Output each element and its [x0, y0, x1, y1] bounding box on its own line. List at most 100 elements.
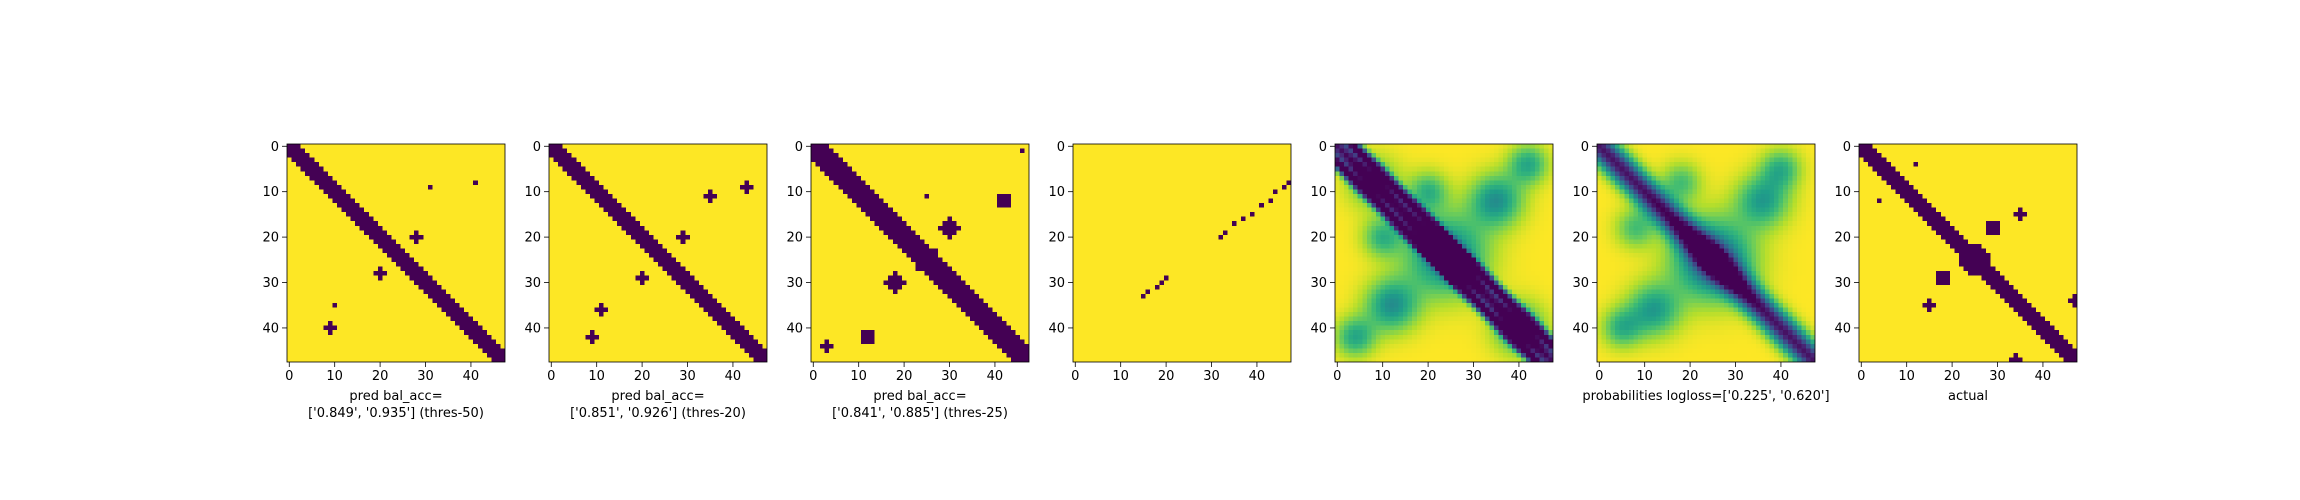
- heatmap-cell: [626, 253, 631, 258]
- heatmap-cell: [717, 293, 722, 299]
- heatmap-cell: [879, 171, 884, 176]
- heatmap-cell: [671, 339, 677, 344]
- heatmap-cell: [396, 193, 401, 199]
- heatmap-cell: [667, 343, 672, 349]
- heatmap-cell: [662, 153, 668, 158]
- heatmap-cell: [368, 193, 374, 199]
- heatmap-cell: [612, 348, 618, 353]
- heatmap-cell: [382, 325, 387, 331]
- heatmap-cell: [667, 271, 672, 276]
- heatmap-cell: [414, 221, 419, 226]
- heatmap-cell: [305, 193, 310, 199]
- heatmap-cell: [332, 280, 338, 285]
- heatmap-cell: [323, 148, 328, 154]
- heatmap-cell: [373, 312, 378, 317]
- heatmap-cell: [762, 207, 768, 213]
- heatmap-cell: [585, 284, 590, 290]
- heatmap-cell: [667, 234, 672, 240]
- heatmap-cell: [842, 166, 848, 172]
- heatmap-cell: [314, 144, 319, 149]
- heatmap-cell: [391, 275, 397, 281]
- heatmap-cell: [815, 148, 821, 154]
- heatmap-cell: [287, 321, 292, 326]
- heatmap-cell: [735, 307, 740, 313]
- heatmap-cell: [382, 271, 387, 276]
- heatmap-cell: [418, 162, 424, 167]
- heatmap-cell: [558, 234, 563, 240]
- heatmap-cell: [721, 284, 727, 290]
- heatmap-cell: [721, 343, 727, 349]
- heatmap-cell: [703, 184, 709, 190]
- heatmap-cell: [562, 357, 568, 363]
- heatmap-cell: [644, 207, 649, 213]
- heatmap-cell: [491, 230, 496, 235]
- heatmap-cell: [418, 307, 424, 313]
- heatmap-cell: [553, 175, 559, 181]
- heatmap-cell: [811, 162, 816, 167]
- heatmap-cell: [414, 330, 419, 335]
- heatmap-cell: [667, 307, 672, 313]
- heatmap-cell: [630, 262, 636, 267]
- heatmap-cell: [459, 275, 465, 281]
- heatmap-cell: [689, 321, 695, 326]
- heatmap-cell: [418, 171, 424, 176]
- heatmap-cell: [327, 230, 333, 235]
- heatmap-cell: [739, 148, 745, 154]
- heatmap-cell: [698, 343, 704, 349]
- heatmap-cell: [445, 357, 451, 363]
- heatmap-cell: [400, 248, 406, 254]
- heatmap-cell: [644, 239, 649, 244]
- heatmap-cell: [730, 153, 736, 158]
- heatmap-cell: [396, 248, 401, 254]
- heatmap-cell: [689, 302, 695, 308]
- heatmap-cell: [576, 284, 581, 290]
- heatmap-cell: [753, 280, 758, 285]
- heatmap-cell: [662, 157, 668, 163]
- heatmap-cell: [291, 307, 297, 313]
- heatmap-cell: [350, 289, 356, 294]
- heatmap-cell: [459, 312, 465, 317]
- heatmap-cell: [603, 280, 609, 285]
- heatmap-cell: [924, 171, 930, 176]
- heatmap-cell: [332, 325, 338, 331]
- heatmap-cell: [477, 198, 483, 204]
- heatmap-cell: [486, 289, 492, 294]
- heatmap-cell: [698, 253, 704, 258]
- heatmap-cell: [445, 157, 451, 163]
- heatmap-cell: [377, 348, 383, 353]
- heatmap-cell: [327, 343, 333, 349]
- heatmap-cell: [694, 189, 699, 195]
- heatmap-cell: [336, 148, 342, 154]
- heatmap-cell: [432, 348, 437, 353]
- heatmap-cell: [712, 257, 718, 263]
- heatmap-cell: [396, 144, 401, 149]
- heatmap-cell: [892, 162, 898, 167]
- heatmap-cell: [698, 171, 704, 176]
- heatmap-cell: [423, 230, 428, 235]
- heatmap-cell: [418, 339, 424, 344]
- heatmap-cell: [455, 153, 460, 158]
- heatmap-cell: [680, 193, 686, 199]
- heatmap-cell: [323, 352, 328, 358]
- heatmap-cell: [405, 175, 410, 181]
- heatmap-cell: [364, 321, 369, 326]
- heatmap-cell: [626, 321, 631, 326]
- heatmap-cell: [576, 312, 581, 317]
- heatmap-cell: [676, 293, 681, 299]
- heatmap-cell: [676, 193, 681, 199]
- heatmap-cell: [346, 230, 351, 235]
- heatmap-cell: [450, 293, 456, 299]
- heatmap-cell: [960, 166, 966, 172]
- heatmap-cell: [680, 180, 686, 185]
- heatmap-cell: [717, 221, 722, 226]
- heatmap-cell: [553, 184, 559, 190]
- heatmap-cell: [644, 243, 649, 249]
- heatmap-cell: [382, 184, 387, 190]
- heatmap-cell: [355, 357, 360, 363]
- heatmap-cell: [707, 289, 713, 294]
- heatmap-cell: [291, 148, 297, 154]
- heatmap-cell: [630, 302, 636, 308]
- heatmap-cell: [612, 234, 618, 240]
- heatmap-cell: [332, 348, 338, 353]
